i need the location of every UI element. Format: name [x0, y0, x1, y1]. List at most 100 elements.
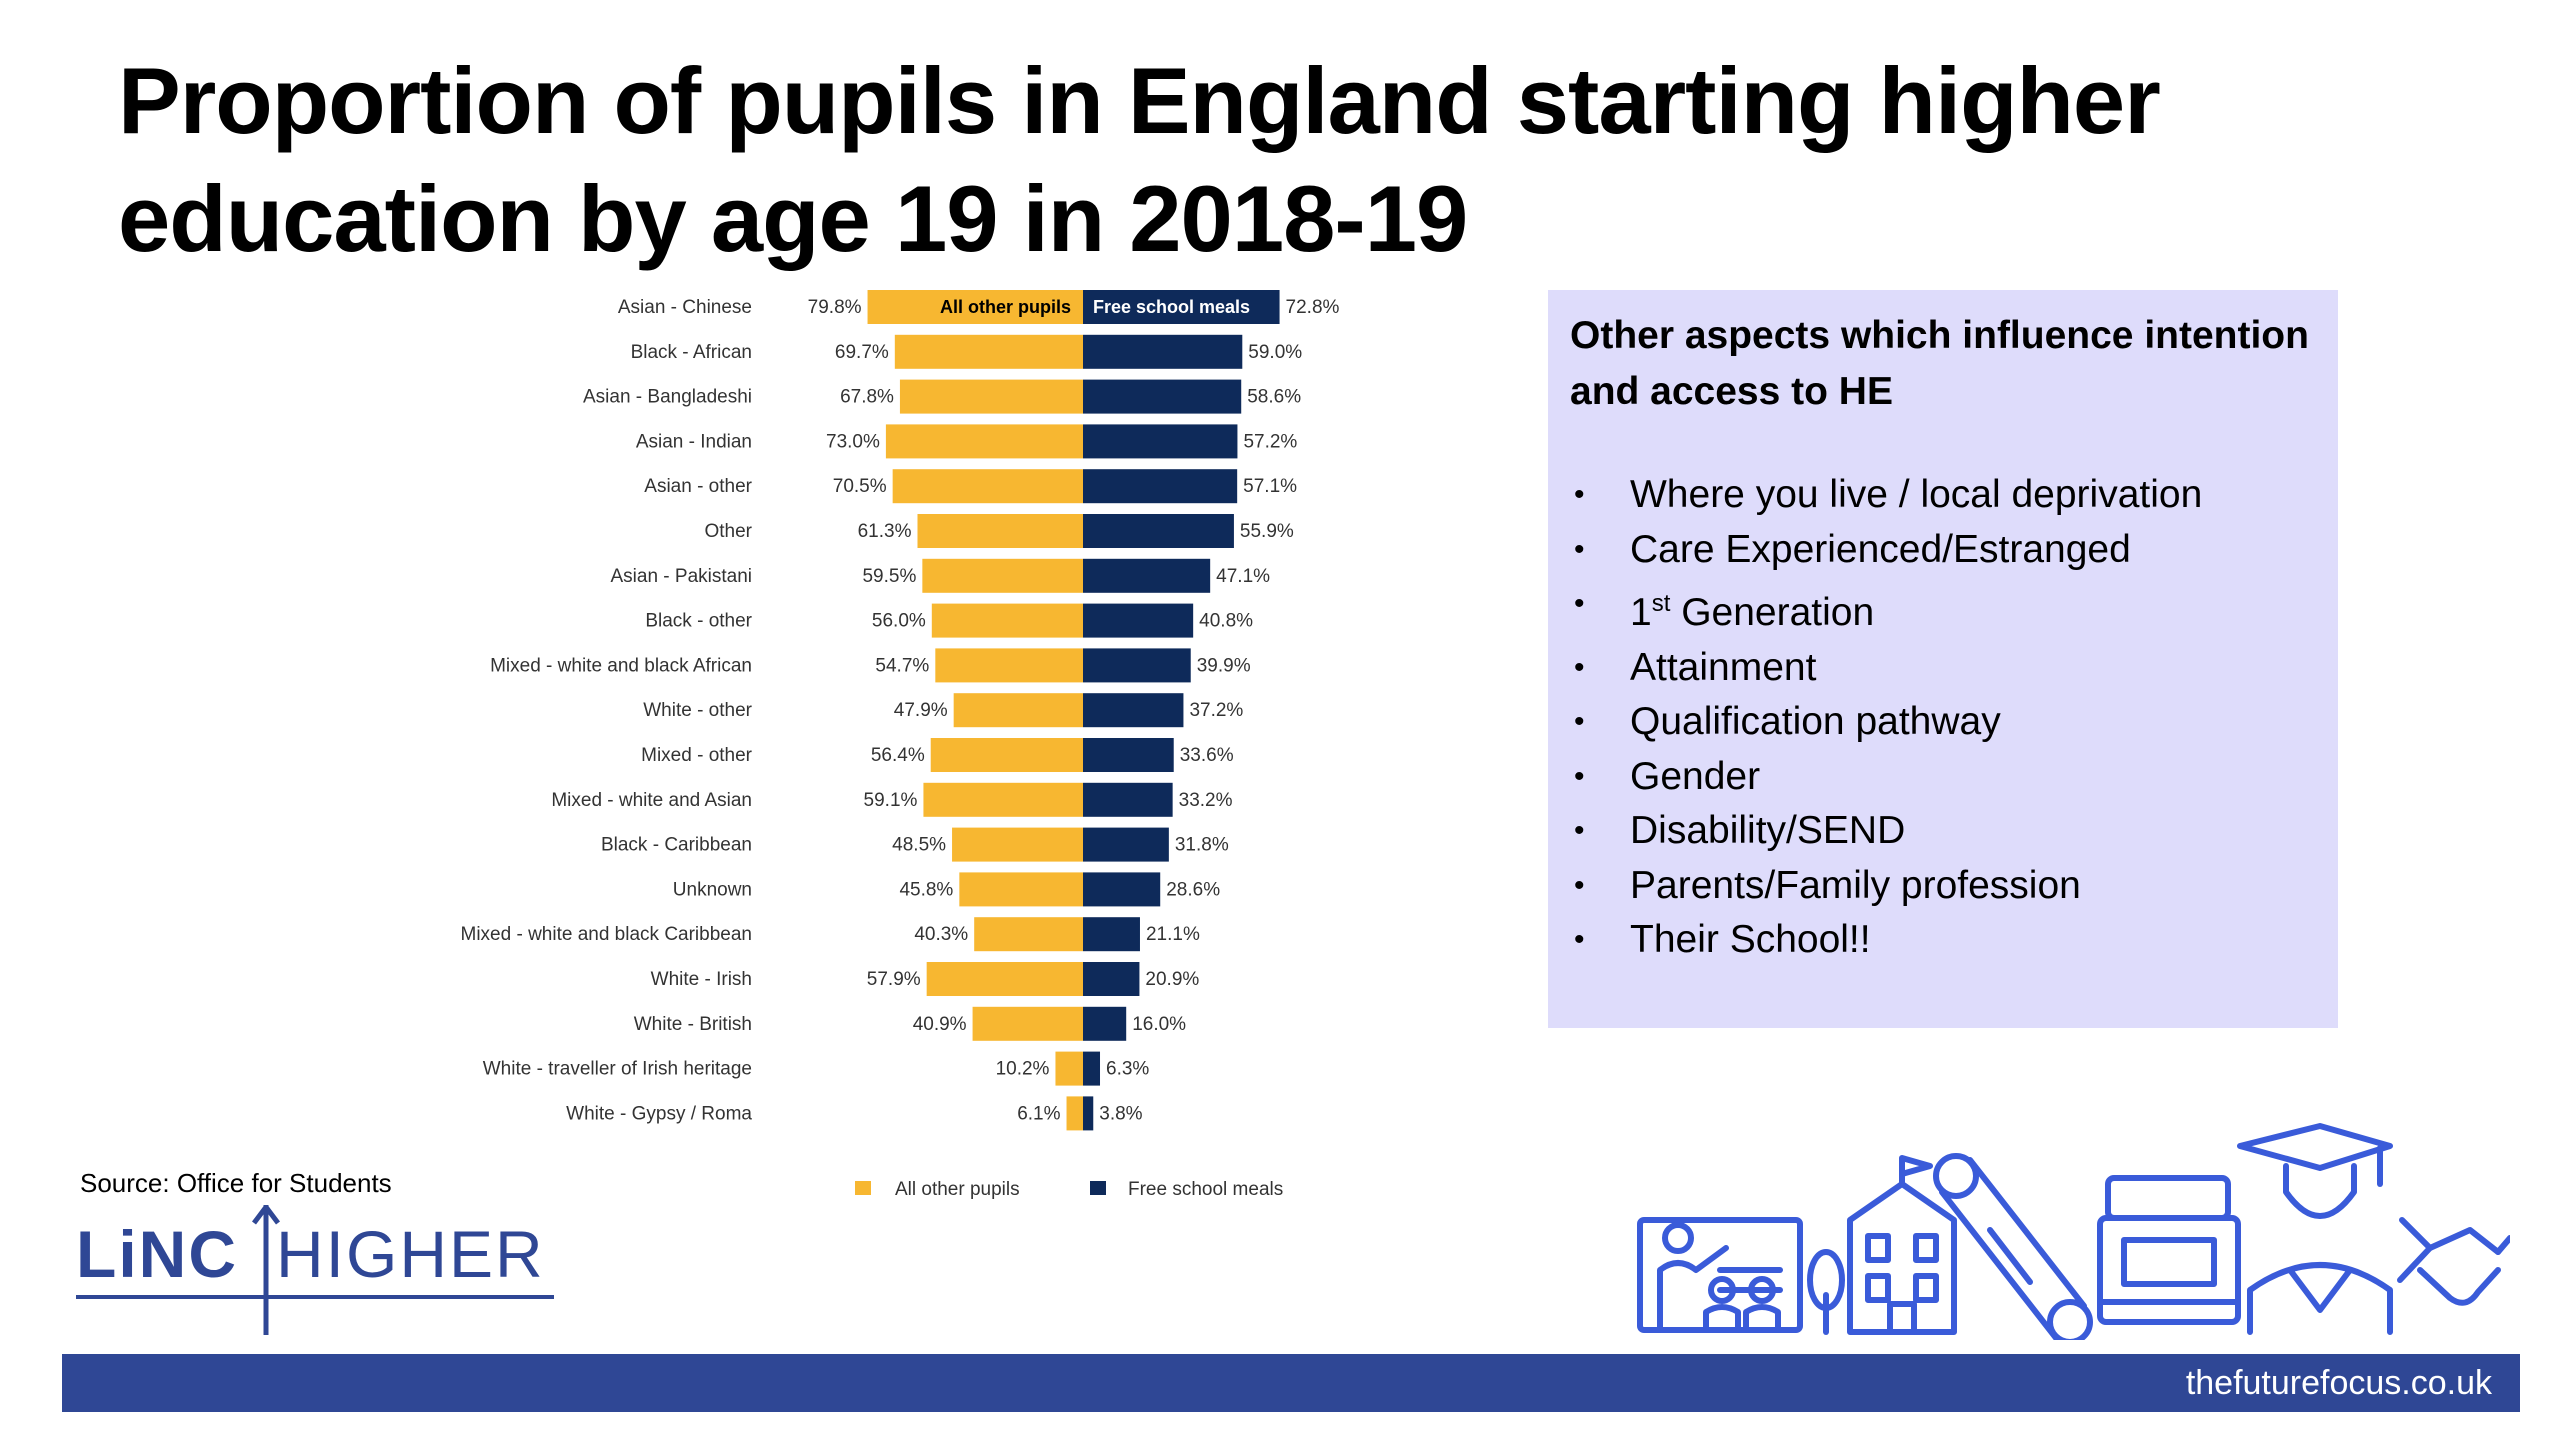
factor-item: • 1st Generation: [1570, 577, 2316, 641]
value-label-fsm: 39.9%: [1197, 655, 1251, 676]
linc-higher-logo: LiNC HIGHER: [76, 1205, 554, 1335]
diverging-bar-chart: Asian - Chinese 79.8% 72.8% Black - African…: [461, 290, 1340, 1200]
value-label-fsm: 57.1%: [1243, 476, 1297, 497]
logo-text-higher: HIGHER: [276, 1217, 545, 1291]
handshake-icon: [2397, 1217, 2510, 1306]
value-label-fsm: 3.8%: [1099, 1103, 1142, 1124]
bar-all-other-pupils: [931, 603, 1083, 638]
bullet-icon: •: [1574, 814, 1585, 847]
category-label: Unknown: [673, 879, 752, 900]
category-label: Asian - Chinese: [618, 297, 752, 318]
teacher-icon: [1637, 1217, 1803, 1333]
category-label: Asian - Bangladeshi: [583, 387, 752, 408]
category-label: White - Irish: [651, 969, 752, 990]
books-icon: [2097, 1175, 2241, 1325]
legend-label-all-other: All other pupils: [895, 1179, 1020, 1200]
category-label: Asian - Pakistani: [610, 566, 752, 587]
bar-free-school-meals: [1083, 290, 1280, 324]
influencing-factors-panel: Other aspects which influence intention …: [1548, 290, 2338, 1028]
category-label: Other: [704, 521, 752, 542]
value-label-all-other: 6.1%: [1017, 1103, 1060, 1124]
category-label: Black - Caribbean: [601, 835, 752, 856]
value-label-all-other: 45.8%: [899, 879, 953, 900]
page-title: Proportion of pupils in England starting…: [118, 48, 2161, 271]
value-label-fsm: 20.9%: [1145, 969, 1199, 990]
factor-item: • Attainment: [1570, 641, 2316, 696]
value-label-all-other: 40.3%: [914, 924, 968, 945]
series-caption-all-other: All other pupils: [940, 297, 1071, 317]
category-label: Black - other: [645, 611, 752, 632]
category-label: Asian - Indian: [636, 431, 752, 452]
category-label: Mixed - white and Asian: [551, 790, 752, 811]
factor-item: • Parents/Family profession: [1570, 859, 2316, 914]
value-label-all-other: 10.2%: [996, 1059, 1050, 1080]
category-label: White - other: [643, 700, 752, 721]
value-label-fsm: 33.6%: [1180, 745, 1234, 766]
bar-all-other-pupils: [1066, 1096, 1083, 1131]
category-label: Mixed - other: [641, 745, 753, 766]
category-label: Mixed - white and black African: [490, 655, 752, 676]
legend-label-fsm: Free school meals: [1128, 1179, 1283, 1200]
bullet-icon: •: [1574, 478, 1585, 511]
bullet-icon: •: [1574, 587, 1585, 620]
bar-all-other-pupils: [1055, 1051, 1083, 1086]
source-note: Source: Office for Students: [80, 1168, 392, 1198]
bar-free-school-meals: [1083, 962, 1140, 996]
value-label-all-other: 40.9%: [913, 1014, 967, 1035]
series-caption-fsm: Free school meals: [1093, 297, 1250, 317]
bullet-icon: •: [1574, 759, 1585, 793]
value-label-all-other: 70.5%: [833, 476, 887, 497]
bar-all-other-pupils: [959, 872, 1083, 907]
bar-all-other-pupils: [867, 290, 1083, 324]
value-label-all-other: 59.1%: [864, 790, 918, 811]
value-label-fsm: 16.0%: [1132, 1014, 1186, 1035]
value-label-all-other: 56.4%: [871, 745, 925, 766]
legend-swatch-all-other: [855, 1181, 871, 1195]
factor-item: • Disability/SEND: [1570, 804, 2316, 859]
value-label-fsm: 59.0%: [1248, 342, 1302, 363]
bar-all-other-pupils: [953, 693, 1083, 728]
category-label: White - British: [634, 1014, 752, 1035]
value-label-fsm: 33.2%: [1179, 790, 1233, 811]
bar-free-school-meals: [1083, 693, 1184, 728]
bar-free-school-meals: [1083, 1006, 1127, 1041]
value-label-all-other: 69.7%: [835, 342, 889, 363]
value-label-fsm: 6.3%: [1106, 1059, 1149, 1080]
value-label-fsm: 57.2%: [1243, 431, 1297, 452]
factor-item-text: Care Experienced/Estranged: [1630, 527, 2131, 571]
factor-item-text: Their School!!: [1630, 918, 1871, 961]
factor-item-text: Gender: [1630, 754, 1761, 798]
factor-item-text: Disability/SEND: [1630, 809, 1906, 852]
value-label-fsm: 37.2%: [1189, 700, 1243, 721]
category-label: Mixed - white and black Caribbean: [461, 924, 753, 945]
value-label-all-other: 61.3%: [858, 521, 912, 542]
diploma-scroll-icon: [1933, 1153, 2093, 1340]
value-label-all-other: 56.0%: [872, 611, 926, 632]
value-label-all-other: 54.7%: [875, 655, 929, 676]
bar-free-school-meals: [1083, 648, 1191, 683]
factor-item: • Gender: [1570, 750, 2316, 805]
value-label-all-other: 57.9%: [867, 969, 921, 990]
value-label-fsm: 21.1%: [1146, 924, 1200, 945]
footer-bar: thefuturefocus.co.uk: [62, 1354, 2520, 1412]
logo-text-linc: LiNC: [76, 1217, 238, 1291]
bar-all-other-pupils: [923, 782, 1083, 817]
value-label-all-other: 48.5%: [892, 835, 946, 856]
bar-free-school-meals: [1083, 514, 1234, 548]
value-label-fsm: 40.8%: [1199, 611, 1253, 632]
bar-all-other-pupils: [917, 514, 1083, 548]
footer-url[interactable]: thefuturefocus.co.uk: [2185, 1364, 2492, 1402]
bullet-icon: •: [1574, 532, 1585, 566]
bullet-icon: •: [1574, 650, 1585, 684]
value-label-fsm: 47.1%: [1216, 566, 1270, 587]
factor-item-text: Parents/Family profession: [1630, 863, 2081, 907]
category-label: White - traveller of Irish heritage: [483, 1059, 752, 1080]
value-label-fsm: 28.6%: [1166, 879, 1220, 900]
bar-free-school-meals: [1083, 782, 1173, 817]
value-label-all-other: 79.8%: [808, 297, 862, 318]
bar-all-other-pupils: [926, 962, 1083, 996]
bar-free-school-meals: [1083, 558, 1211, 593]
bar-all-other-pupils: [974, 917, 1083, 952]
bar-free-school-meals: [1083, 424, 1238, 459]
bar-all-other-pupils: [894, 334, 1083, 369]
